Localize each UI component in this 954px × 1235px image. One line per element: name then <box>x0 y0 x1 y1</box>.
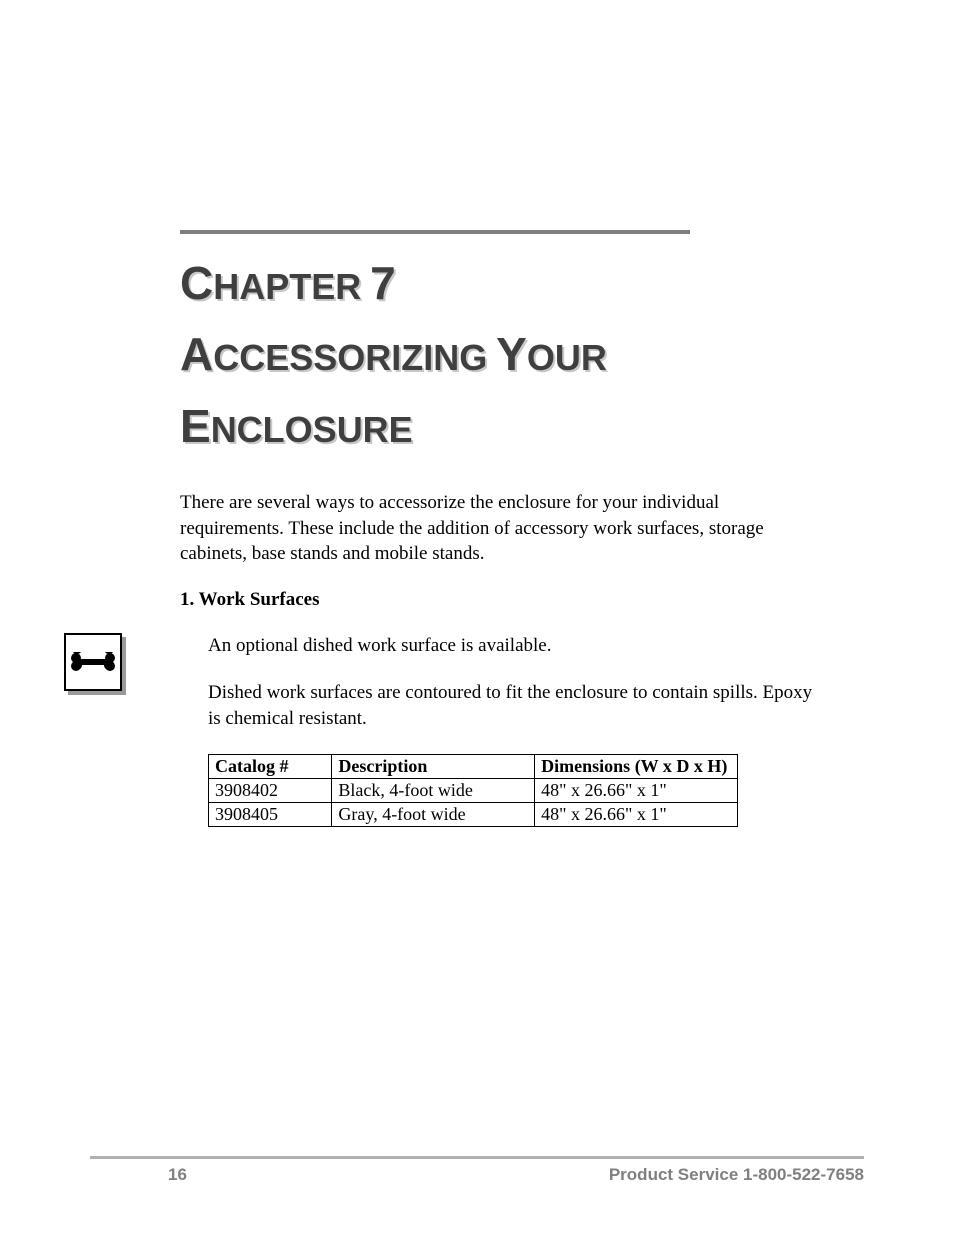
title-cap-c: C <box>180 257 213 309</box>
cell-dimensions: 48" x 26.66" x 1" <box>535 802 738 826</box>
page-footer: 16 Product Service 1-800-522-7658 <box>90 1156 864 1185</box>
work-surfaces-table: Catalog # Description Dimensions (W x D … <box>208 754 738 827</box>
title-cap-e: E <box>180 400 211 452</box>
page-number: 16 <box>168 1165 187 1185</box>
intro-paragraph: There are several ways to accessorize th… <box>180 490 824 567</box>
table-row: 3908402 Black, 4-foot wide 48" x 26.66" … <box>209 778 738 802</box>
title-rule <box>180 230 690 234</box>
cell-description: Black, 4-foot wide <box>332 778 535 802</box>
section-1-p1: An optional dished work surface is avail… <box>208 633 824 659</box>
title-line-2: ACCESSORIZING YOUR <box>180 319 824 390</box>
title-small-our: OUR <box>527 337 607 378</box>
title-cap-y: Y <box>496 328 527 380</box>
icon-face <box>64 633 122 691</box>
section-1-p2: Dished work surfaces are contoured to fi… <box>208 680 824 731</box>
chapter-title: CHAPTER 7 ACCESSORIZING YOUR ENCLOSURE <box>180 248 824 462</box>
th-description: Description <box>332 754 535 778</box>
title-num: 7 <box>370 257 396 309</box>
table-row: 3908405 Gray, 4-foot wide 48" x 26.66" x… <box>209 802 738 826</box>
cell-catalog: 3908405 <box>209 802 332 826</box>
section-1-body: An optional dished work surface is avail… <box>180 633 824 827</box>
cell-description: Gray, 4-foot wide <box>332 802 535 826</box>
content-area: CHAPTER 7 ACCESSORIZING YOUR ENCLOSURE T… <box>180 60 824 827</box>
th-catalog: Catalog # <box>209 754 332 778</box>
page: CHAPTER 7 ACCESSORIZING YOUR ENCLOSURE T… <box>0 0 954 1235</box>
title-small-hapter: HAPTER <box>213 266 361 307</box>
cell-dimensions: 48" x 26.66" x 1" <box>535 778 738 802</box>
title-line-3: ENCLOSURE <box>180 391 824 462</box>
title-cap-a: A <box>180 328 213 380</box>
th-dimensions: Dimensions (W x D x H) <box>535 754 738 778</box>
bone-svg <box>69 652 117 672</box>
section-1-heading: 1. Work Surfaces <box>180 589 824 611</box>
product-service-text: Product Service 1-800-522-7658 <box>609 1165 864 1185</box>
title-line-1: CHAPTER 7 <box>180 248 824 319</box>
cell-catalog: 3908402 <box>209 778 332 802</box>
title-small-ccessorizing: CCESSORIZING <box>213 337 487 378</box>
table-header-row: Catalog # Description Dimensions (W x D … <box>209 754 738 778</box>
bone-icon <box>64 633 126 695</box>
title-small-nclosure: NCLOSURE <box>211 409 413 450</box>
footer-row: 16 Product Service 1-800-522-7658 <box>90 1165 864 1185</box>
footer-rule <box>90 1156 864 1159</box>
section-1-indent: An optional dished work surface is avail… <box>208 633 824 827</box>
